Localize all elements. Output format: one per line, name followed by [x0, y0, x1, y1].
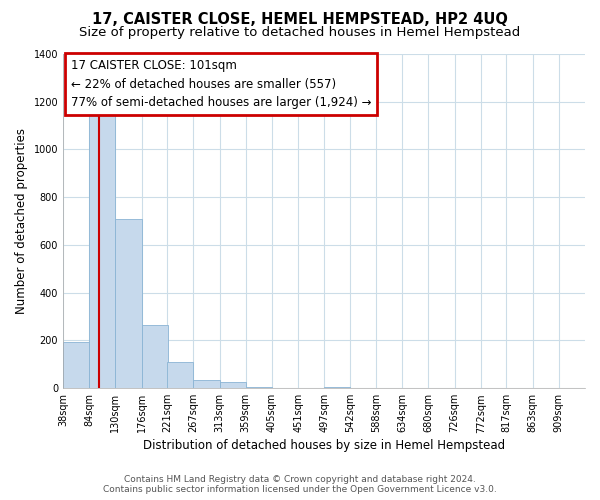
Bar	[115, 218, 142, 388]
Text: 17 CAISTER CLOSE: 101sqm
← 22% of detached houses are smaller (557)
77% of semi-: 17 CAISTER CLOSE: 101sqm ← 22% of detach…	[71, 59, 371, 109]
X-axis label: Distribution of detached houses by size in Hemel Hempstead: Distribution of detached houses by size …	[143, 440, 505, 452]
Bar	[325, 387, 350, 388]
Text: Size of property relative to detached houses in Hemel Hempstead: Size of property relative to detached ho…	[79, 26, 521, 39]
Bar	[63, 342, 89, 388]
Text: Contains HM Land Registry data © Crown copyright and database right 2024.
Contai: Contains HM Land Registry data © Crown c…	[103, 474, 497, 494]
Bar	[246, 387, 272, 388]
Bar	[193, 380, 220, 388]
Y-axis label: Number of detached properties: Number of detached properties	[15, 128, 28, 314]
Bar	[89, 114, 115, 388]
Text: 17, CAISTER CLOSE, HEMEL HEMPSTEAD, HP2 4UQ: 17, CAISTER CLOSE, HEMEL HEMPSTEAD, HP2 …	[92, 12, 508, 28]
Bar	[142, 325, 168, 388]
Bar	[220, 382, 246, 388]
Bar	[167, 362, 193, 388]
